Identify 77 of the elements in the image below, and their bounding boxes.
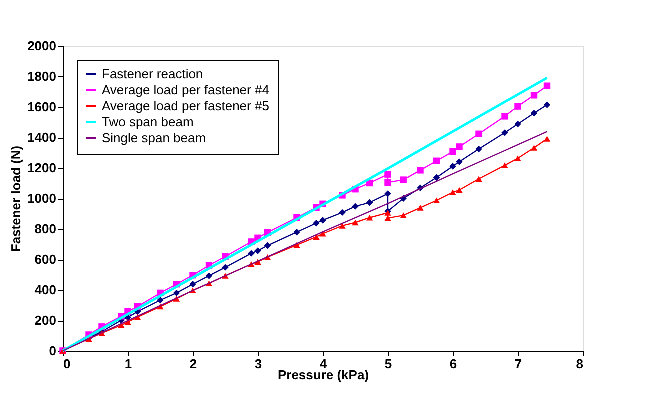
point <box>514 156 522 162</box>
x-tick-label: 7 <box>514 356 522 372</box>
x-tick-label: 6 <box>450 356 458 372</box>
point <box>313 220 320 227</box>
x-tick-label: 8 <box>576 356 584 372</box>
point <box>502 113 508 120</box>
legend-label: Single span beam <box>102 130 206 146</box>
point <box>544 136 551 142</box>
y-tick-label: 1400 <box>28 130 56 145</box>
point <box>206 272 213 280</box>
point <box>313 234 320 240</box>
point <box>502 130 508 136</box>
legend-label: Average load per fastener #5 <box>102 98 270 114</box>
point <box>352 220 359 226</box>
point <box>450 190 456 196</box>
point <box>222 264 229 271</box>
y-tick-label: 1800 <box>28 69 56 84</box>
y-tick-label: 400 <box>34 282 56 298</box>
y-axis-title: Fastener load (N) <box>8 146 24 252</box>
point <box>476 130 482 138</box>
y-tick-label: 1600 <box>28 100 56 114</box>
y-tick-label: 600 <box>34 252 56 267</box>
y-tick-label: 2000 <box>28 38 56 54</box>
y-tick-label: 800 <box>34 222 56 236</box>
point <box>352 203 359 210</box>
point <box>248 250 255 257</box>
point <box>118 322 125 328</box>
y-tick-label: 0 <box>49 344 56 358</box>
point <box>530 145 538 151</box>
x-tick-label: 0 <box>64 356 71 372</box>
point <box>400 212 407 218</box>
point <box>433 158 440 164</box>
point <box>366 214 374 221</box>
y-tick-label: 1200 <box>28 160 56 176</box>
point <box>456 187 463 194</box>
point <box>544 82 551 90</box>
point <box>417 167 424 174</box>
point <box>433 198 440 204</box>
point <box>157 297 164 304</box>
point <box>384 171 392 178</box>
point <box>476 146 482 153</box>
point <box>544 102 551 108</box>
point <box>476 176 482 182</box>
point <box>514 120 522 128</box>
point <box>264 242 272 250</box>
point <box>384 190 392 198</box>
x-tick-label: 3 <box>254 356 262 372</box>
x-tick-label: 2 <box>190 356 198 372</box>
point <box>320 230 326 237</box>
x-tick-label: 1 <box>124 356 132 372</box>
point <box>384 179 392 186</box>
point <box>456 158 463 166</box>
legend-label: Fastener reaction <box>102 66 204 82</box>
legend-label: Average load per fastener #4 <box>102 82 270 98</box>
point <box>450 148 456 156</box>
y-tick-label: 200 <box>34 313 56 328</box>
point <box>433 174 440 182</box>
x-tick-label: 5 <box>384 356 392 372</box>
point <box>190 281 196 288</box>
point <box>339 223 346 229</box>
point <box>400 176 407 184</box>
point <box>417 205 424 211</box>
point <box>530 92 538 99</box>
point <box>450 163 456 170</box>
point <box>294 229 300 236</box>
point <box>456 144 463 150</box>
point <box>254 248 262 254</box>
point <box>173 290 180 297</box>
point <box>366 199 374 206</box>
legend-label: Two span beam <box>102 114 194 130</box>
point <box>384 215 392 222</box>
point <box>339 209 346 216</box>
point <box>320 217 326 224</box>
point <box>530 110 538 117</box>
point <box>502 162 508 168</box>
point <box>514 103 522 110</box>
y-tick-label: 1000 <box>28 191 56 206</box>
